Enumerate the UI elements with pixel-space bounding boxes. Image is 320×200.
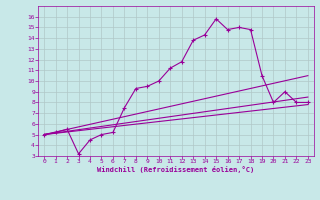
X-axis label: Windchill (Refroidissement éolien,°C): Windchill (Refroidissement éolien,°C) bbox=[97, 166, 255, 173]
